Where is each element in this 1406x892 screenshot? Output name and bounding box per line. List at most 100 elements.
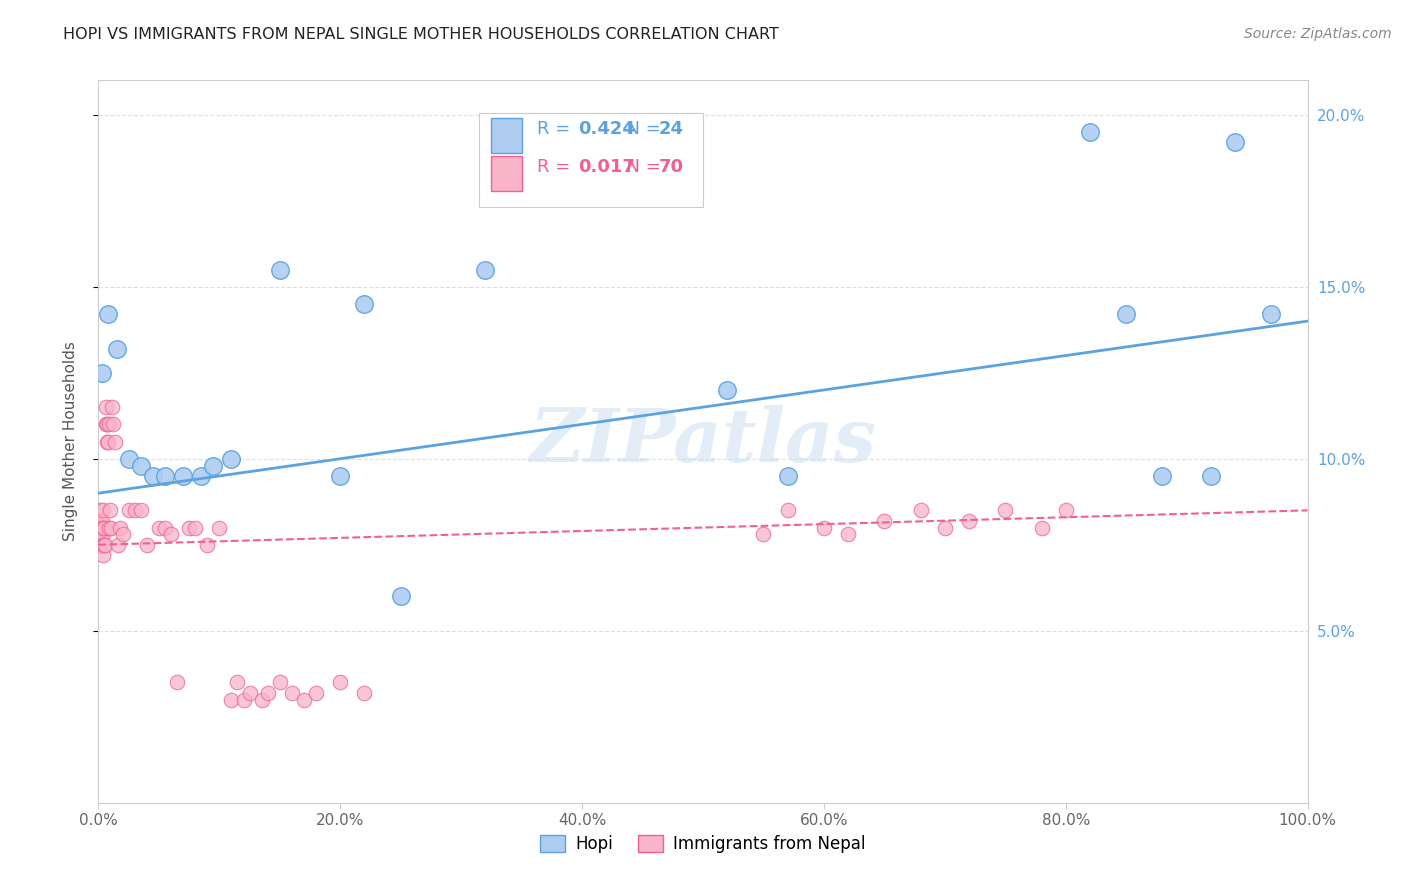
Point [104,434,127,449]
Point [93,538,115,552]
Point [98,503,121,517]
Point [98,520,121,534]
Point [97,434,120,449]
Point [474,262,496,277]
Point [305,686,328,700]
Point [239,686,262,700]
Point [172,469,194,483]
Point [776,469,799,483]
Point [153,469,176,483]
Point [160,527,183,541]
FancyBboxPatch shape [479,112,703,207]
Point [934,520,956,534]
Point [221,692,243,706]
Text: R =: R = [537,158,576,176]
Point [353,686,375,700]
Legend: Hopi, Immigrants from Nepal: Hopi, Immigrants from Nepal [534,828,872,860]
Point [1031,520,1053,534]
Text: N =: N = [614,120,666,137]
Point [91,527,114,541]
Point [910,503,932,517]
Point [96,417,118,432]
Point [100,520,122,534]
Point [90,538,112,552]
Point [100,400,122,414]
Text: 24: 24 [658,120,683,137]
Point [97,307,120,321]
Point [129,458,152,473]
Point [89,503,111,517]
Point [269,675,291,690]
Point [1115,307,1137,321]
Point [118,451,141,466]
Point [1260,307,1282,321]
Point [221,451,243,466]
Point [195,538,218,552]
Text: 0.017: 0.017 [578,158,636,176]
Point [101,417,124,432]
Point [96,434,118,449]
Point [90,538,112,552]
Text: 0.424: 0.424 [578,120,636,137]
Point [269,262,291,277]
Text: N =: N = [614,158,666,176]
Text: R =: R = [537,120,576,137]
Point [94,417,117,432]
Point [179,520,201,534]
Point [124,503,146,517]
Point [129,503,152,517]
Point [91,548,114,562]
Point [89,514,111,528]
Point [226,675,249,690]
Point [994,503,1017,517]
Point [90,514,112,528]
Point [91,366,114,380]
Point [107,538,129,552]
Point [89,520,111,534]
Point [329,675,352,690]
Point [91,538,114,552]
Point [250,692,273,706]
Point [1054,503,1077,517]
Point [142,469,165,483]
Point [153,520,176,534]
Point [1152,469,1174,483]
Point [353,297,375,311]
Text: HOPI VS IMMIGRANTS FROM NEPAL SINGLE MOTHER HOUSEHOLDS CORRELATION CHART: HOPI VS IMMIGRANTS FROM NEPAL SINGLE MOT… [63,27,779,42]
FancyBboxPatch shape [492,156,522,191]
Text: Source: ZipAtlas.com: Source: ZipAtlas.com [1244,27,1392,41]
Point [93,520,115,534]
Point [97,417,120,432]
Point [190,469,212,483]
Point [776,503,799,517]
Point [118,503,141,517]
Point [232,692,254,706]
Point [91,520,114,534]
Point [716,383,738,397]
Point [281,686,304,700]
Point [148,520,170,534]
Text: 70: 70 [658,158,683,176]
Point [90,520,112,534]
Point [96,400,118,414]
Point [105,342,128,356]
Point [93,520,115,534]
Point [256,686,278,700]
FancyBboxPatch shape [492,118,522,153]
Point [166,675,188,690]
Point [111,527,134,541]
Point [752,527,775,541]
Point [90,527,112,541]
Point [389,590,412,604]
Point [837,527,859,541]
Point [873,514,896,528]
Point [108,520,131,534]
Point [94,538,117,552]
Point [292,692,315,706]
Text: ZIPatlas: ZIPatlas [530,405,876,478]
Point [329,469,352,483]
Point [93,503,115,517]
Point [202,458,225,473]
Point [89,520,111,534]
Y-axis label: Single Mother Households: Single Mother Households [63,342,77,541]
